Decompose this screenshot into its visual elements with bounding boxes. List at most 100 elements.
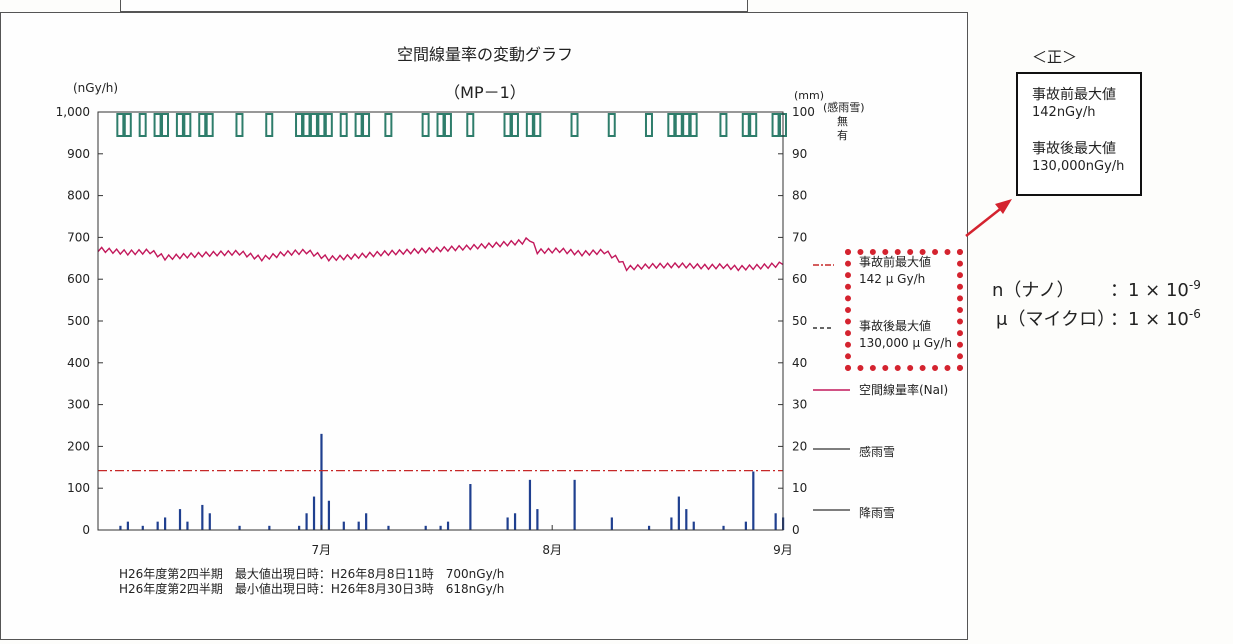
ref-after-label: 事故後最大値 (859, 319, 932, 333)
precip-bar (208, 513, 211, 530)
sensor-mark (161, 113, 170, 137)
precip-bar (439, 525, 442, 530)
sensor-mark (503, 113, 512, 137)
nano-value-text: ：1 × 10 (1110, 280, 1189, 301)
precip-bar (365, 513, 368, 530)
sensor-mark (771, 113, 780, 137)
chart-subtitle: （MP－1） (444, 83, 526, 102)
precip-bar (670, 517, 673, 530)
sensor-mark (362, 113, 371, 137)
precip-bar (387, 525, 390, 530)
left-tick-label: 500 (67, 314, 90, 328)
sensor-label: (感雨雪) (823, 101, 865, 114)
precip-bar (357, 521, 360, 530)
sensor-mark (324, 113, 333, 137)
nano-value: ：1 × 10-9 (1110, 276, 1201, 302)
precip-bar (298, 525, 301, 530)
sensor-mark (466, 113, 475, 137)
sensor-mark (339, 113, 348, 137)
right-tick-label: 90 (792, 147, 807, 161)
precip-bar (320, 433, 323, 530)
precip-bar (685, 509, 688, 530)
right-tick-label: 60 (792, 272, 807, 286)
sensor-mark (138, 113, 147, 137)
sensor-mark (116, 113, 125, 137)
sensor-mark (198, 113, 207, 137)
micro-value: ：1 × 10-6 (1110, 305, 1201, 331)
correction-label: ＜正＞ (1032, 48, 1078, 66)
sensor-mark (384, 113, 393, 137)
right-tick-label: 0 (792, 523, 800, 537)
left-tick-label: 300 (67, 398, 90, 412)
precip-bar (327, 500, 331, 530)
sensor-mark (295, 113, 304, 137)
micro-value-text: ：1 × 10 (1110, 309, 1189, 330)
dose-rate-line (97, 236, 784, 272)
precip-bar (126, 521, 129, 530)
right-axis-unit: (mm) (794, 89, 825, 102)
right-tick-label: 50 (792, 314, 807, 328)
correction-after-value: 130,000nGy/h (1032, 159, 1125, 174)
sensor-mark (205, 113, 214, 137)
arrow-shaft (965, 205, 1005, 237)
right-tick-label: 100 (792, 105, 815, 119)
precip-bar (647, 525, 651, 530)
nano-label: n（ナノ） (992, 280, 1075, 301)
legend-dose-label: 空間線量率(NaI) (859, 383, 949, 397)
sensor-mark (667, 113, 676, 137)
precip-bar (677, 496, 680, 530)
correction-after-title: 事故後最大値 (1032, 141, 1116, 157)
left-tick-label: 900 (67, 147, 90, 161)
sensor-mark (719, 113, 728, 137)
sensor-mark (317, 113, 326, 137)
x-tick-label: 7月 (312, 543, 332, 557)
sensor-mark (607, 113, 616, 137)
right-tick-label: 10 (792, 481, 807, 495)
sensor-mark (436, 113, 445, 137)
sensor-mark (682, 113, 691, 137)
precip-bar (268, 525, 271, 530)
precip-bar (610, 517, 613, 530)
precip-bar (201, 504, 204, 530)
sensor-state-none: 無 (837, 115, 848, 128)
precip-bar (774, 513, 777, 530)
correction-box: 事故前最大値 142nGy/h 事故後最大値 130,000nGy/h (1016, 72, 1142, 196)
left-tick-label: 1,000 (56, 105, 90, 119)
precip-bar (692, 521, 695, 530)
precip-bar (305, 513, 308, 530)
left-tick-label: 800 (67, 189, 90, 203)
precip-bar (469, 484, 472, 530)
precip-bar (141, 525, 144, 530)
legend-precip-label: 降雨雪 (859, 506, 896, 520)
sensor-mark (570, 113, 579, 137)
sensor-mark (183, 113, 192, 137)
precip-bar (186, 521, 189, 530)
sensor-mark (309, 113, 318, 137)
precip-bar (744, 521, 747, 530)
left-tick-label: 400 (67, 356, 90, 370)
annotation-dotted-box (845, 249, 963, 371)
sensor-mark (533, 113, 542, 137)
ref-before-value: 142 μ Gy/h (859, 272, 926, 286)
precip-bar (156, 521, 159, 530)
left-tick-label: 200 (67, 439, 90, 453)
sensor-mark (265, 113, 274, 137)
precip-bar (238, 525, 241, 530)
ref-before-label: 事故前最大値 (859, 255, 932, 269)
header-strip (120, 0, 748, 12)
correction-before-title: 事故前最大値 (1032, 87, 1116, 103)
x-tick-label: 9月 (773, 543, 793, 557)
right-tick-label: 40 (792, 356, 807, 370)
sensor-mark (175, 113, 184, 137)
precip-bar (528, 479, 532, 530)
left-tick-label: 0 (82, 523, 90, 537)
sensor-mark (689, 113, 698, 137)
plot-frame (97, 111, 784, 531)
micro-label: μ（マイクロ） (996, 309, 1116, 330)
sensor-mark (741, 113, 750, 137)
sensor-mark (674, 113, 683, 137)
footer-max-line: H26年度第2四半期 最大値出現日時：H26年8月8日11時 700nGy/h (119, 567, 505, 581)
precip-bar (164, 517, 167, 530)
precip-bar (446, 521, 450, 530)
